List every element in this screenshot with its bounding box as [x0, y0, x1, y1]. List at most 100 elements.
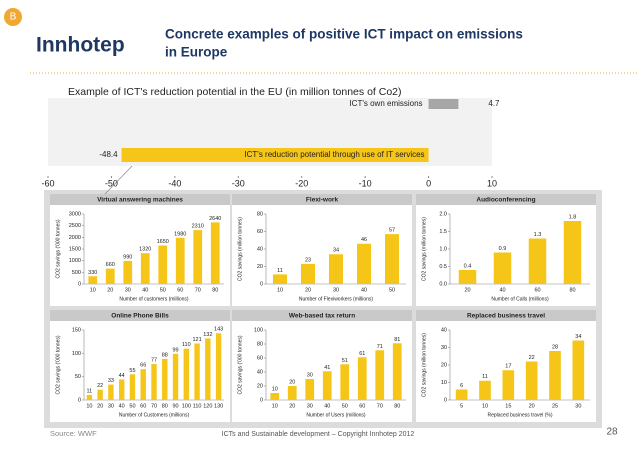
bar — [193, 230, 203, 284]
x-tick-label: 20 — [529, 403, 535, 409]
value-label: 110 — [182, 342, 191, 348]
value-label: 46 — [361, 237, 367, 243]
bar — [194, 343, 200, 400]
bar — [123, 260, 133, 284]
x-tick-label: 20 — [464, 287, 470, 293]
y-tick-label: 0.0 — [439, 281, 447, 287]
y-tick-label: 100 — [72, 351, 81, 357]
bar — [273, 274, 287, 284]
value-label: 66 — [140, 363, 146, 369]
value-label: 20 — [289, 379, 295, 385]
value-label: 1320 — [139, 247, 151, 253]
bar — [493, 252, 512, 284]
x-tick-label: 70 — [151, 403, 157, 409]
bar — [525, 361, 538, 400]
x-tick-label: 15 — [505, 403, 511, 409]
bar — [287, 386, 297, 400]
y-axis-label: CO2 savings ('000 tonnes) — [55, 219, 61, 278]
x-tick-label: 60 — [534, 287, 540, 293]
value-label: 88 — [162, 352, 168, 358]
bar — [121, 148, 429, 162]
x-tick-label: 20 — [305, 287, 311, 293]
value-label: 10 — [272, 386, 278, 392]
y-tick-label: 1500 — [69, 246, 81, 252]
y-tick-label: 500 — [72, 270, 81, 276]
source: Source: WWF — [50, 429, 97, 438]
value-label: 6 — [460, 383, 463, 389]
value-label: 22 — [97, 383, 103, 389]
x-axis-label: Number of customers (millions) — [119, 296, 189, 302]
value-label: 330 — [88, 270, 97, 276]
callout-line — [104, 162, 136, 195]
bar — [129, 374, 136, 400]
value-label: 121 — [192, 337, 201, 343]
x-tick-label: 40 — [119, 403, 125, 409]
bar — [357, 243, 371, 284]
y-tick-label: 2500 — [69, 223, 81, 229]
x-tick-label: -60 — [41, 178, 54, 188]
bar — [97, 389, 103, 400]
bar — [158, 245, 168, 284]
value-label: 17 — [505, 364, 511, 370]
chart-title: Flexi-work — [306, 197, 339, 204]
x-tick-label: 10 — [86, 403, 92, 409]
value-label: 22 — [529, 355, 535, 361]
value-label: 11 — [482, 374, 488, 380]
y-tick-label: 0 — [78, 281, 81, 287]
slide-title: in Europe — [165, 45, 228, 60]
category-label: ICT's own emissions — [349, 99, 422, 108]
value-label: 132 — [203, 332, 212, 338]
x-axis-label: Number of Calls (millions) — [491, 296, 549, 302]
y-axis-label: CO2 savings ('000 tonnes) — [237, 335, 243, 394]
logo: Innhotep — [36, 34, 125, 57]
bar — [322, 371, 332, 400]
x-tick-label: 30 — [307, 403, 313, 409]
chart-title-bar — [50, 194, 230, 205]
value-label: 0.9 — [499, 246, 507, 252]
bar — [151, 364, 157, 400]
y-tick-label: 50 — [75, 374, 81, 380]
value-label: 143 — [214, 327, 223, 333]
bar — [215, 333, 222, 400]
x-axis-label: Number of Users (millions) — [306, 412, 366, 418]
chart-box — [232, 194, 412, 306]
badge-circle — [4, 8, 22, 26]
value-label: 55 — [129, 368, 135, 374]
x-tick-label: 80 — [162, 403, 168, 409]
bar — [183, 348, 189, 400]
y-tick-label: 40 — [257, 369, 263, 375]
value-label: 11 — [87, 388, 93, 394]
bar — [108, 384, 114, 400]
x-tick-label: 10 — [487, 178, 497, 188]
x-tick-label: 30 — [333, 287, 339, 293]
x-tick-label: 60 — [359, 403, 365, 409]
bar — [428, 99, 459, 109]
chart-title-bar — [232, 310, 412, 321]
x-tick-label: 60 — [177, 287, 183, 293]
y-tick-label: 0.5 — [439, 264, 447, 270]
bar — [162, 358, 168, 400]
y-tick-label: 3000 — [69, 211, 81, 217]
bar — [210, 222, 220, 284]
x-tick-label: 80 — [212, 287, 218, 293]
y-tick-label: 2.0 — [439, 211, 447, 217]
x-tick-label: 80 — [394, 403, 400, 409]
value-label: 23 — [305, 257, 311, 263]
value-label: 1650 — [157, 239, 169, 245]
value-label: 57 — [389, 228, 395, 234]
x-tick-label: 50 — [160, 287, 166, 293]
y-tick-label: 0 — [78, 397, 81, 403]
x-tick-label: -30 — [232, 178, 245, 188]
bar — [528, 238, 547, 284]
value-label: 2310 — [192, 224, 204, 230]
x-axis-label: Number of Flexiworkers (millions) — [299, 296, 374, 302]
value-label: 990 — [123, 254, 132, 260]
page-number: 28 — [606, 427, 618, 438]
y-tick-label: 150 — [72, 327, 81, 333]
y-axis-label: CO2 savings (million tonnes) — [421, 333, 427, 397]
x-tick-label: 10 — [482, 403, 488, 409]
y-tick-label: 20 — [257, 383, 263, 389]
bar — [385, 234, 399, 284]
bar — [205, 338, 211, 400]
x-tick-label: 50 — [389, 287, 395, 293]
